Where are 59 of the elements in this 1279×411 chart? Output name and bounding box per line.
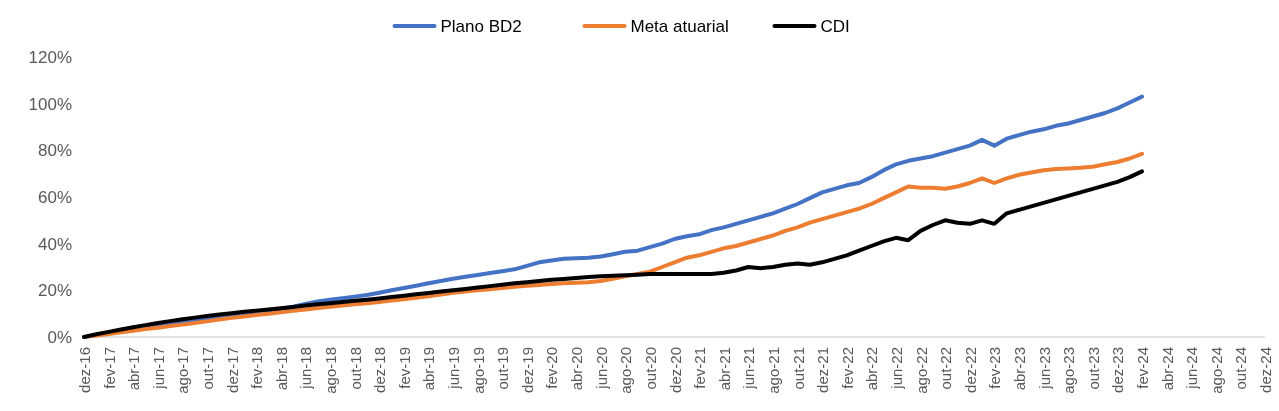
x-tick-label: jun-22 <box>887 347 905 390</box>
x-tick-label: abr-24 <box>1158 347 1176 391</box>
x-tick-label: dez-23 <box>1109 347 1127 393</box>
y-tick-label: 60% <box>37 187 72 207</box>
x-tick-label: jun-21 <box>740 347 758 390</box>
y-tick-label: 100% <box>28 94 72 114</box>
x-tick-label: abr-17 <box>125 347 143 391</box>
x-tick-label: fev-21 <box>691 347 709 389</box>
x-tick-label: fev-22 <box>838 347 856 389</box>
x-tick-label: abr-21 <box>715 347 733 391</box>
y-tick-label: 20% <box>37 281 72 301</box>
x-tick-label: out-23 <box>1084 347 1102 390</box>
x-tick-label: out-17 <box>199 347 217 390</box>
x-tick-label: abr-20 <box>568 347 586 391</box>
x-tick-label: abr-23 <box>1010 347 1028 391</box>
x-tick-label: abr-19 <box>420 347 438 391</box>
legend-label: CDI <box>820 16 850 36</box>
x-tick-label: ago-17 <box>174 347 192 394</box>
x-tick-label: fev-17 <box>100 347 118 389</box>
x-tick-label: fev-19 <box>395 347 413 389</box>
x-tick-label: fev-24 <box>1133 347 1151 389</box>
legend-label: Plano BD2 <box>440 16 522 36</box>
x-tick-label: dez-22 <box>961 347 979 393</box>
x-tick-label: jun-24 <box>1183 347 1201 390</box>
x-tick-label: ago-24 <box>1207 347 1225 394</box>
x-tick-label: abr-18 <box>272 347 290 391</box>
y-tick-label: 80% <box>37 141 72 161</box>
x-tick-label: fev-23 <box>986 347 1004 389</box>
x-tick-label: ago-18 <box>322 347 340 394</box>
y-tick-label: 40% <box>37 234 72 254</box>
x-tick-label: dez-21 <box>814 347 832 393</box>
x-tick-label: dez-20 <box>666 347 684 393</box>
x-tick-label: jun-20 <box>592 347 610 390</box>
x-tick-label: out-24 <box>1232 347 1250 390</box>
x-tick-label: out-21 <box>789 347 807 390</box>
x-tick-label: ago-21 <box>764 347 782 394</box>
x-tick-label: dez-19 <box>518 347 536 393</box>
x-tick-label: abr-22 <box>863 347 881 391</box>
x-tick-label: fev-20 <box>543 347 561 389</box>
x-tick-label: jun-17 <box>149 347 167 390</box>
x-tick-label: out-19 <box>494 347 512 390</box>
x-tick-label: out-20 <box>641 347 659 390</box>
x-tick-label: dez-16 <box>76 347 93 393</box>
x-tick-label: dez-24 <box>1257 347 1274 393</box>
y-tick-label: 0% <box>47 327 72 347</box>
x-tick-label: dez-18 <box>371 347 389 393</box>
legend-label: Meta atuarial <box>630 16 729 36</box>
x-tick-label: ago-20 <box>617 347 635 394</box>
x-tick-label: jun-18 <box>297 347 315 390</box>
x-tick-label: fev-18 <box>248 347 266 389</box>
x-tick-label: out-22 <box>937 347 955 390</box>
x-tick-label: jun-19 <box>445 347 463 390</box>
y-tick-label: 120% <box>28 47 72 67</box>
x-tick-label: out-18 <box>346 347 364 390</box>
x-tick-label: jun-23 <box>1035 347 1053 390</box>
x-tick-label: ago-19 <box>469 347 487 394</box>
x-tick-label: ago-23 <box>1060 347 1078 394</box>
x-tick-label: ago-22 <box>912 347 930 394</box>
x-tick-label: dez-17 <box>223 347 241 393</box>
